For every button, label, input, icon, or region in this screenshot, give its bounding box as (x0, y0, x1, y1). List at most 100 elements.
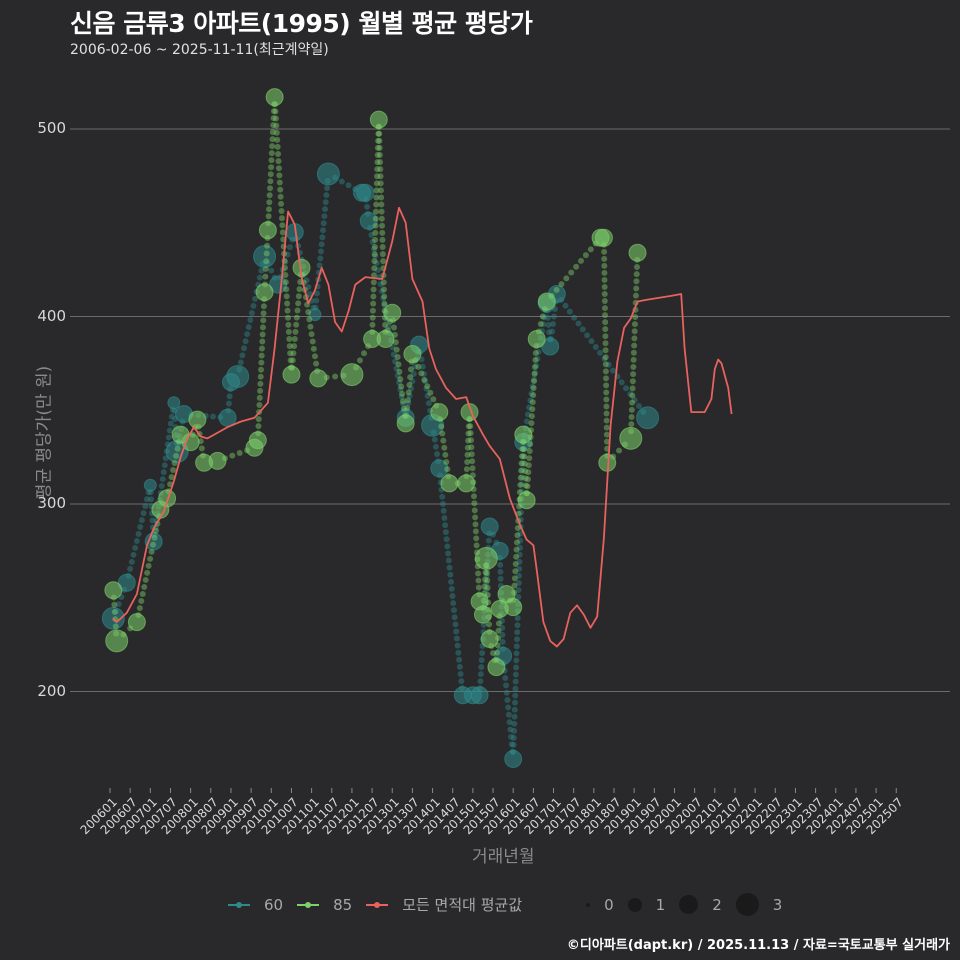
trail-dot (563, 275, 570, 282)
data-point-85[interactable] (514, 425, 533, 444)
data-point-60[interactable] (167, 396, 181, 410)
data-point-85[interactable] (188, 410, 207, 429)
trail-dot (513, 539, 520, 546)
trail-dot (537, 321, 544, 327)
data-point-85[interactable] (628, 243, 647, 262)
trail-dot (370, 293, 377, 300)
trail-dot (324, 185, 331, 192)
data-point-85[interactable] (383, 303, 402, 322)
trail-dot (225, 400, 232, 407)
credit-footer: ©디아파트(dapt.kr) / 2025.11.13 / 자료=국토교통부 실… (566, 938, 950, 953)
trail-dot (258, 359, 265, 366)
trail-dot (467, 430, 474, 437)
data-point-85[interactable] (309, 369, 328, 388)
trail-dot (495, 620, 502, 627)
trail-dot (441, 444, 448, 451)
data-point-85[interactable] (474, 546, 498, 570)
data-point-85[interactable] (504, 598, 523, 617)
data-point-85[interactable] (258, 221, 277, 240)
trail-dot (377, 187, 384, 194)
data-point-60[interactable] (143, 478, 157, 492)
data-point-85[interactable] (619, 426, 643, 450)
trail-dot (603, 424, 610, 431)
data-point-60[interactable] (308, 308, 322, 322)
data-point-85[interactable] (480, 630, 499, 648)
data-point-60[interactable] (636, 406, 660, 430)
trail-dot (541, 314, 548, 321)
trail-dot (605, 361, 612, 368)
trail-dot (152, 527, 159, 534)
trail-dot (519, 453, 526, 460)
legend-size-label: 1 (655, 895, 666, 914)
legend-item-average[interactable]: 모든 면적대 평균값 (366, 894, 522, 915)
trail-dot (517, 474, 524, 481)
trail-dot (370, 286, 377, 293)
trail-dot (524, 476, 531, 483)
data-point-60[interactable] (480, 517, 499, 536)
trail-dot (268, 157, 275, 164)
legend-size-label: 3 (772, 895, 783, 914)
data-point-85[interactable] (487, 658, 506, 677)
legend-label: 85 (333, 895, 353, 914)
data-point-85[interactable] (248, 431, 267, 450)
trail-dot (508, 741, 515, 748)
data-point-85[interactable] (105, 629, 129, 653)
trail-dot (497, 568, 504, 575)
data-point-85[interactable] (537, 292, 556, 311)
legend-item-60[interactable]: 60 (228, 896, 283, 914)
trail-dot (601, 276, 608, 283)
data-point-85[interactable] (208, 451, 227, 470)
trail-dot (262, 265, 269, 272)
trail-dot (447, 571, 454, 578)
trail-dot (601, 298, 608, 305)
trail-dot (283, 286, 290, 293)
data-point-60[interactable] (359, 211, 378, 230)
trail-dot (471, 493, 477, 500)
data-point-85[interactable] (282, 365, 301, 384)
data-point-85[interactable] (376, 330, 395, 348)
data-point-85[interactable] (340, 363, 364, 387)
data-point-85[interactable] (265, 88, 284, 107)
data-point-85[interactable] (158, 489, 177, 508)
data-point-85[interactable] (527, 330, 546, 348)
trail-dot (259, 324, 266, 331)
trail-dot (270, 115, 277, 122)
trail-dot (527, 441, 534, 448)
trail-dot (516, 565, 523, 572)
data-point-60[interactable] (101, 606, 125, 630)
trail-dot (321, 213, 328, 220)
data-point-85[interactable] (127, 613, 146, 632)
data-point-85[interactable] (403, 345, 422, 363)
trail-dot (530, 392, 537, 399)
data-point-85[interactable] (255, 283, 274, 302)
data-point-85[interactable] (594, 228, 613, 247)
data-point-85[interactable] (440, 474, 459, 493)
trail-dot (284, 251, 291, 258)
data-point-85[interactable] (457, 474, 476, 493)
trail-dot (513, 643, 520, 650)
data-point-60[interactable] (470, 686, 489, 705)
data-point-85[interactable] (396, 414, 415, 433)
trail-dot (530, 385, 537, 392)
data-point-60[interactable] (356, 183, 375, 202)
trail-dot (371, 258, 378, 265)
legend-item-85[interactable]: 85 (297, 896, 352, 914)
trail-dot (445, 557, 452, 564)
data-point-60[interactable] (316, 162, 340, 186)
data-point-85[interactable] (473, 605, 492, 624)
size-dot-icon (735, 893, 759, 916)
data-point-60[interactable] (226, 365, 250, 388)
trail-dot (502, 674, 509, 681)
data-point-85[interactable] (104, 581, 123, 600)
data-point-85[interactable] (517, 491, 536, 510)
data-point-85[interactable] (430, 403, 449, 422)
trail-dot (503, 689, 510, 696)
trail-dot (286, 336, 293, 343)
data-point-85[interactable] (369, 110, 388, 129)
data-point-60[interactable] (253, 245, 277, 268)
data-point-60[interactable] (430, 459, 449, 478)
trail-dot (373, 194, 380, 201)
trail-dot (566, 308, 573, 315)
data-point-60[interactable] (504, 750, 523, 768)
trail-dot (440, 437, 447, 444)
